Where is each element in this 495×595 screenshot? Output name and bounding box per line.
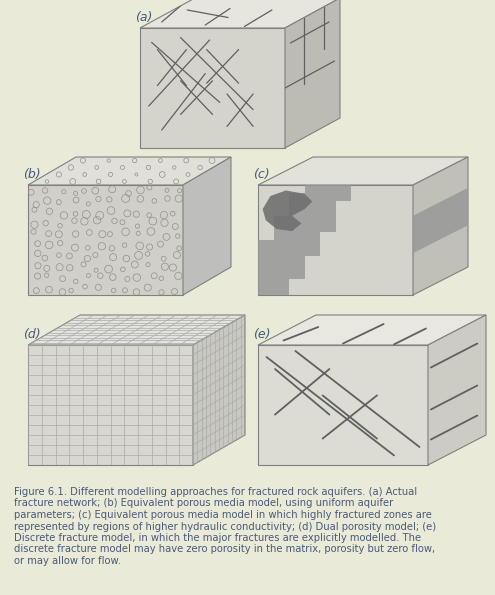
Text: (c): (c) xyxy=(253,168,270,181)
Polygon shape xyxy=(289,256,304,264)
Polygon shape xyxy=(258,256,274,264)
Polygon shape xyxy=(258,345,428,465)
Polygon shape xyxy=(304,185,320,193)
Polygon shape xyxy=(274,240,289,248)
Polygon shape xyxy=(28,345,193,465)
Polygon shape xyxy=(258,264,274,271)
Polygon shape xyxy=(258,240,274,248)
Polygon shape xyxy=(304,217,320,224)
Polygon shape xyxy=(274,271,289,279)
Polygon shape xyxy=(320,224,336,232)
Polygon shape xyxy=(258,315,486,345)
Polygon shape xyxy=(289,232,304,240)
Polygon shape xyxy=(28,185,183,295)
Polygon shape xyxy=(304,240,320,248)
Text: (d): (d) xyxy=(23,328,41,341)
Text: discrete fracture model may have zero porosity in the matrix, porosity but zero : discrete fracture model may have zero po… xyxy=(14,544,435,555)
Polygon shape xyxy=(258,185,413,295)
Text: Figure 6.1. Different modelling approaches for fractured rock aquifers. (a) Actu: Figure 6.1. Different modelling approach… xyxy=(14,487,417,497)
Polygon shape xyxy=(336,185,351,193)
Polygon shape xyxy=(274,287,289,295)
Polygon shape xyxy=(274,256,289,264)
Polygon shape xyxy=(320,185,336,193)
Polygon shape xyxy=(274,248,289,256)
Polygon shape xyxy=(413,157,468,295)
Polygon shape xyxy=(320,193,336,201)
Text: represented by regions of higher hydraulic conductivity; (d) Dual porosity model: represented by regions of higher hydraul… xyxy=(14,521,436,531)
Polygon shape xyxy=(289,224,304,232)
Polygon shape xyxy=(274,279,289,287)
Polygon shape xyxy=(274,224,289,232)
Polygon shape xyxy=(285,0,340,148)
Polygon shape xyxy=(289,217,304,224)
Polygon shape xyxy=(258,295,274,303)
Polygon shape xyxy=(320,201,336,209)
Polygon shape xyxy=(289,264,304,271)
Polygon shape xyxy=(140,28,285,148)
Polygon shape xyxy=(263,190,312,231)
Text: (e): (e) xyxy=(253,328,270,341)
Polygon shape xyxy=(336,193,351,201)
Text: fracture network; (b) Equivalent porous media model, using uniform aquifer: fracture network; (b) Equivalent porous … xyxy=(14,499,393,509)
Polygon shape xyxy=(289,209,304,217)
Polygon shape xyxy=(258,287,274,295)
Text: (b): (b) xyxy=(23,168,41,181)
Polygon shape xyxy=(428,315,486,465)
Polygon shape xyxy=(258,248,274,256)
Polygon shape xyxy=(274,295,289,303)
Polygon shape xyxy=(258,157,468,185)
Polygon shape xyxy=(320,217,336,224)
Polygon shape xyxy=(140,0,340,28)
Polygon shape xyxy=(193,315,245,465)
Polygon shape xyxy=(258,279,274,287)
Text: (a): (a) xyxy=(135,11,152,24)
Polygon shape xyxy=(289,193,304,201)
Polygon shape xyxy=(274,217,289,224)
Text: Discrete fracture model, in which the major fractures are explicitly modelled. T: Discrete fracture model, in which the ma… xyxy=(14,533,421,543)
Polygon shape xyxy=(274,232,289,240)
Polygon shape xyxy=(304,193,320,201)
Polygon shape xyxy=(304,232,320,240)
Polygon shape xyxy=(274,264,289,271)
Polygon shape xyxy=(289,271,304,279)
Text: parameters; (c) Equivalent porous media model in which highly fractured zones ar: parameters; (c) Equivalent porous media … xyxy=(14,510,432,520)
Polygon shape xyxy=(320,209,336,217)
Polygon shape xyxy=(304,224,320,232)
Polygon shape xyxy=(289,240,304,248)
Polygon shape xyxy=(413,188,468,253)
Polygon shape xyxy=(258,271,274,279)
Polygon shape xyxy=(304,209,320,217)
Polygon shape xyxy=(304,201,320,209)
Polygon shape xyxy=(304,248,320,256)
Polygon shape xyxy=(183,157,231,295)
Polygon shape xyxy=(289,248,304,256)
Polygon shape xyxy=(289,201,304,209)
Text: or may allow for flow.: or may allow for flow. xyxy=(14,556,121,566)
Polygon shape xyxy=(28,315,245,345)
Polygon shape xyxy=(28,157,231,185)
